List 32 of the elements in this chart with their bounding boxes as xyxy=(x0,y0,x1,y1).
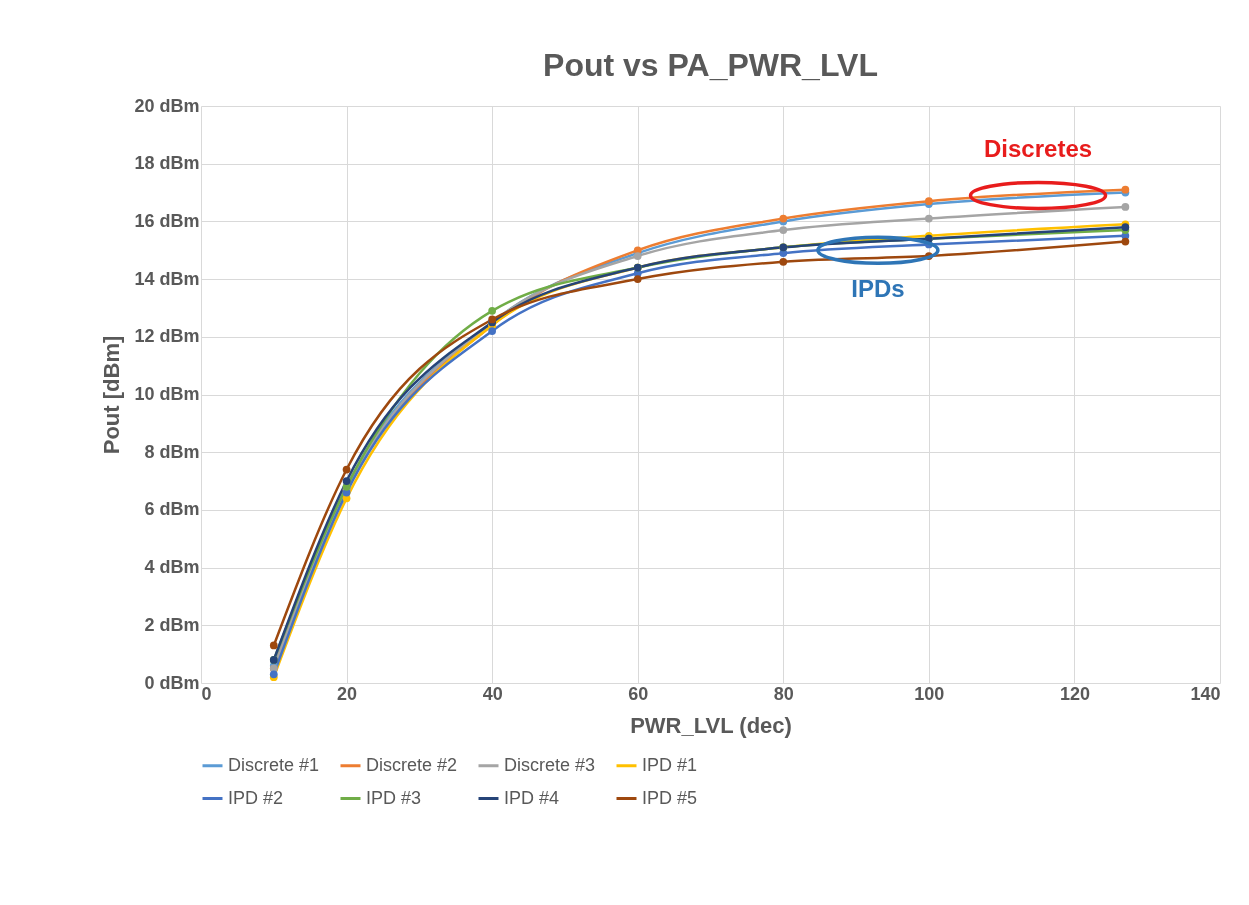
legend-label: Discrete #1 xyxy=(228,754,320,775)
legend-label: Discrete #2 xyxy=(366,754,458,775)
y-tick-label: 16 dBm xyxy=(134,210,200,231)
y-tick-label: 6 dBm xyxy=(144,499,200,520)
y-tick-label: 4 dBm xyxy=(144,557,200,578)
legend-label: IPD #1 xyxy=(642,754,698,775)
x-axis-title: PWR_LVL (dec) xyxy=(630,712,792,738)
x-tick-label: 80 xyxy=(773,683,794,704)
y-tick-label: 8 dBm xyxy=(144,441,200,462)
y-tick-label: 0 dBm xyxy=(144,672,200,693)
chart-title: Pout vs PA_PWR_LVL xyxy=(543,47,878,83)
annotation: IPDs xyxy=(851,275,905,303)
x-tick-label: 120 xyxy=(1059,683,1090,704)
legend-label: IPD #3 xyxy=(366,787,422,808)
legend-label: IPD #5 xyxy=(642,787,698,808)
y-tick-label: 2 dBm xyxy=(144,614,200,635)
x-tick-label: 0 xyxy=(201,683,212,704)
y-tick-label: 10 dBm xyxy=(134,384,200,404)
legend-label: Discrete #3 xyxy=(504,754,596,775)
y-tick-label: 12 dBm xyxy=(134,326,200,347)
x-tick-label: 140 xyxy=(1190,683,1221,704)
x-tick-label: 100 xyxy=(914,683,945,704)
y-tick-label: 14 dBm xyxy=(134,268,200,289)
y-tick-label: 20 dBm xyxy=(134,95,200,116)
legend-label: IPD #4 xyxy=(504,787,560,808)
x-tick-label: 40 xyxy=(482,683,503,704)
annotation: Discretes xyxy=(984,135,1093,163)
y-axis-title: Pout [dBm] xyxy=(99,335,125,455)
x-tick-label: 60 xyxy=(628,683,649,704)
x-tick-label: 20 xyxy=(337,683,358,704)
legend-label: IPD #2 xyxy=(228,787,284,808)
y-tick-label: 18 dBm xyxy=(134,153,200,174)
